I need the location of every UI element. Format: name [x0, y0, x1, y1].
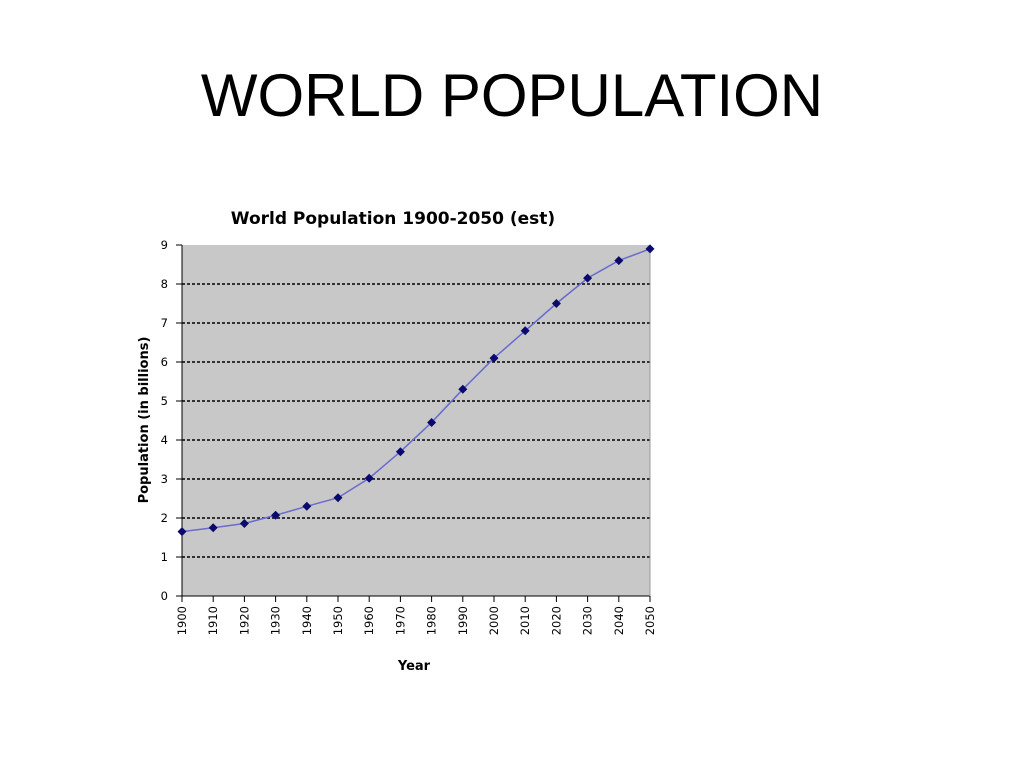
data-point-marker	[427, 417, 437, 427]
x-axis-label: Year	[397, 659, 431, 674]
x-tick-label: 1900	[175, 606, 189, 635]
y-tick-label: 4	[161, 433, 168, 447]
y-tick-label: 6	[161, 355, 168, 369]
x-tick-label: 1990	[456, 606, 470, 635]
plot-background	[182, 245, 650, 596]
data-point-marker	[551, 299, 561, 308]
x-tick-label: 2040	[612, 606, 626, 635]
chart-title: World Population 1900-2050 (est)	[231, 209, 555, 229]
data-point-marker	[614, 256, 624, 266]
x-tick-label: 1950	[331, 606, 345, 635]
y-tick-label: 5	[161, 394, 168, 408]
data-point-marker	[489, 353, 499, 363]
y-tick-label: 0	[161, 589, 168, 603]
series-line	[181, 248, 651, 533]
slide-title: WORLD POPULATION	[200, 62, 824, 129]
data-point-marker	[177, 527, 187, 537]
x-tick-label: 2020	[549, 606, 563, 635]
data-point-marker	[364, 473, 374, 483]
x-tick-label: 1930	[269, 606, 283, 635]
plot-area: 0 1 2 3 4 5 6 7 8 9 1900 1910 1920 1930 1940 1950 1960 19…	[161, 238, 657, 635]
y-axis-label: Population (in billions)	[137, 337, 152, 504]
y-tick-label: 3	[161, 472, 168, 486]
x-tick-label: 2030	[581, 606, 595, 635]
x-tick-label: 1920	[237, 606, 251, 635]
data-point-marker	[458, 384, 468, 394]
data-point-marker	[395, 447, 405, 457]
x-tick-label: 1970	[393, 606, 407, 635]
x-tick-label: 1980	[425, 606, 439, 635]
x-tick-label: 2010	[518, 606, 532, 635]
data-point-marker	[302, 501, 312, 511]
data-point-marker	[208, 523, 218, 533]
x-tick-label: 1910	[206, 606, 220, 635]
y-tick-label: 7	[161, 316, 168, 330]
data-point-marker	[271, 510, 281, 520]
x-tick-label: 2050	[643, 606, 657, 635]
y-tick-label: 2	[161, 511, 168, 525]
x-tick-label: 1940	[300, 606, 314, 635]
data-point-marker	[583, 273, 593, 283]
data-point-marker	[333, 493, 343, 503]
y-tick-label: 8	[161, 277, 168, 291]
data-point-marker	[520, 326, 530, 336]
y-tick-label: 1	[161, 550, 168, 564]
x-tick-label: 1960	[362, 606, 376, 635]
data-point-marker	[645, 244, 655, 254]
data-point-marker	[239, 518, 249, 528]
x-tick-label: 2000	[487, 606, 501, 635]
y-tick-label: 9	[161, 238, 168, 252]
